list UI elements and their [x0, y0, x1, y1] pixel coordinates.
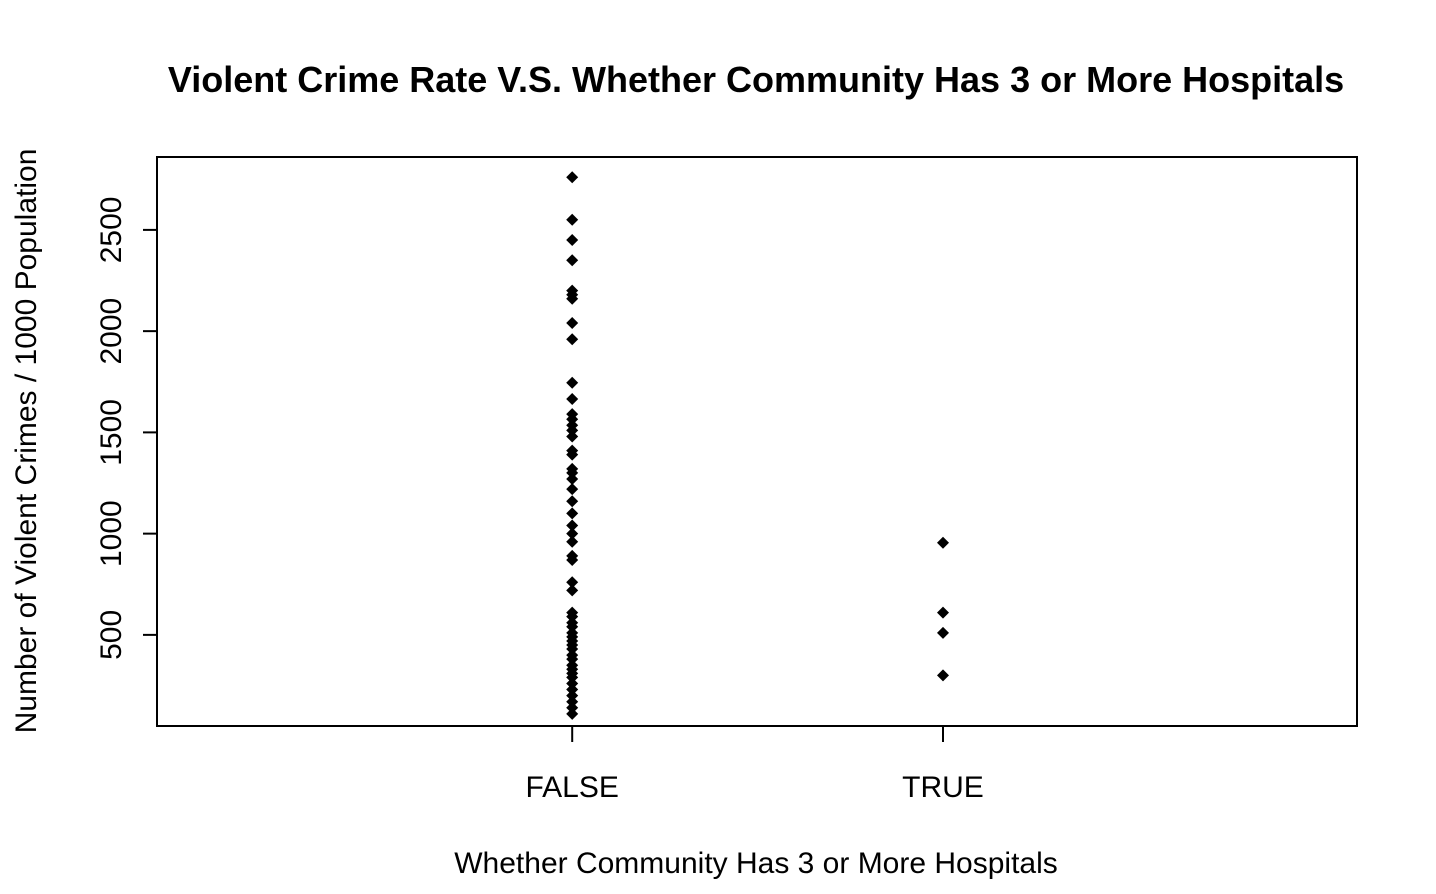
data-point-false: [566, 620, 579, 633]
data-point-false: [566, 707, 579, 720]
data-point-false: [566, 430, 579, 443]
x-tick-label: TRUE: [902, 771, 984, 804]
data-point-false: [566, 519, 579, 532]
data-point-true: [937, 669, 949, 682]
data-point-false: [566, 643, 579, 656]
data-point-false: [566, 448, 579, 461]
data-point-false: [566, 317, 579, 330]
data-point-false: [566, 653, 579, 666]
data-point-false: [566, 535, 579, 548]
data-point-false: [566, 234, 579, 247]
data-point-false: [566, 610, 579, 623]
data-point-false: [566, 472, 579, 485]
data-point-false: [566, 507, 579, 520]
y-tick-label: 500: [95, 610, 128, 660]
y-tick-label: 1000: [95, 500, 128, 567]
data-point-false: [566, 683, 579, 696]
x-axis: FALSE TRUE: [526, 726, 984, 804]
y-tick-label: 1500: [95, 399, 128, 466]
data-point-false: [566, 254, 579, 267]
data-point-false: [566, 483, 579, 496]
data-point-false: [566, 495, 579, 508]
data-point-false: [566, 376, 579, 389]
y-axis: 500 1000 1500 2000 2500: [95, 197, 158, 660]
y-axis-label: Number of Violent Crimes / 1000 Populati…: [10, 149, 43, 734]
data-point-false: [566, 527, 579, 540]
data-point-false: [566, 292, 579, 305]
data-point-false: [566, 213, 579, 226]
data-point-false: [566, 677, 579, 690]
data-points: [566, 171, 949, 720]
data-point-false: [566, 553, 579, 566]
data-point-false: [566, 413, 579, 426]
data-point-false: [566, 701, 579, 714]
plot-frame: [156, 156, 1358, 727]
x-axis-label: Whether Community Has 3 or More Hospital…: [454, 847, 1058, 880]
data-point-false: [566, 584, 579, 597]
data-point-true: [937, 536, 949, 549]
chart-title: Violent Crime Rate V.S. Whether Communit…: [168, 59, 1344, 100]
data-point-false: [566, 424, 579, 437]
x-tick-label: FALSE: [526, 771, 619, 804]
y-tick-label: 2000: [95, 298, 128, 365]
data-point-false: [566, 576, 579, 589]
data-point-false: [566, 689, 579, 702]
data-point-false: [566, 171, 579, 184]
y-tick-label: 2500: [95, 197, 128, 264]
data-point-false: [566, 671, 579, 684]
data-point-false: [566, 466, 579, 479]
data-point-false: [566, 333, 579, 346]
data-point-true: [937, 606, 949, 619]
data-point-true: [937, 626, 949, 639]
data-point-false: [566, 392, 579, 405]
data-point-false: [566, 695, 579, 708]
